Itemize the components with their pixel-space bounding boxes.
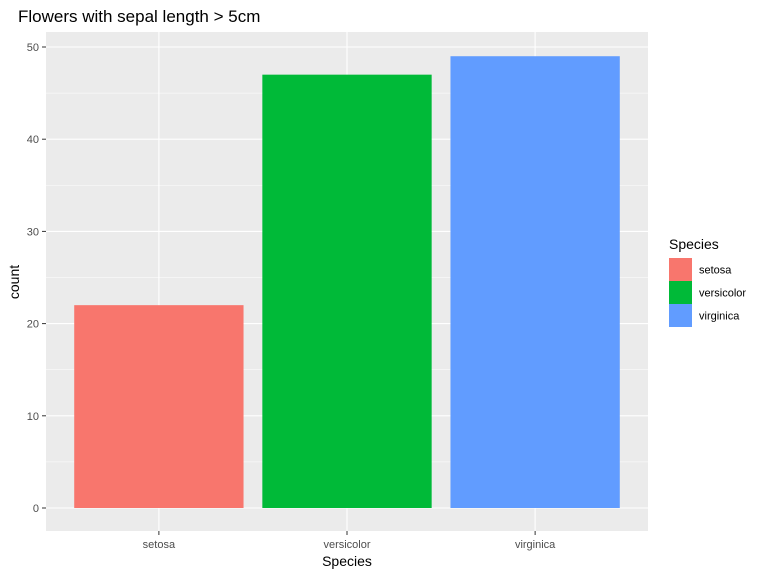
x-axis-title: Species	[322, 553, 372, 569]
legend-key-virginica	[669, 304, 692, 327]
bar-versicolor	[262, 74, 432, 508]
x-tick-label-virginica: virginica	[515, 539, 556, 551]
bars	[74, 56, 620, 508]
chart-title: Flowers with sepal length > 5cm	[18, 7, 260, 26]
y-tick-label: 20	[27, 319, 39, 331]
y-tick-label: 10	[27, 411, 39, 423]
legend-key-setosa	[669, 258, 692, 281]
y-tick-label: 40	[27, 134, 39, 146]
bar-setosa	[74, 305, 244, 508]
legend-label-setosa: setosa	[699, 265, 732, 277]
x-tick-label-versicolor: versicolor	[323, 539, 370, 551]
legend-label-virginica: virginica	[699, 311, 740, 323]
x-axis-ticks: setosa versicolor virginica	[143, 531, 556, 551]
legend-title: Species	[669, 236, 719, 252]
y-tick-label: 50	[27, 42, 39, 54]
legend: Species setosa versicolor virginica	[669, 236, 746, 327]
y-tick-label: 0	[33, 503, 39, 515]
y-tick-label: 30	[27, 226, 39, 238]
legend-label-versicolor: versicolor	[699, 288, 746, 300]
y-axis-title: count	[6, 265, 22, 299]
x-tick-label-setosa: setosa	[143, 539, 176, 551]
legend-items: setosa versicolor virginica	[669, 258, 746, 327]
y-axis-ticks: 0 10 20 30 40 50	[27, 42, 46, 515]
legend-key-versicolor	[669, 281, 692, 304]
bar-virginica	[450, 56, 620, 508]
